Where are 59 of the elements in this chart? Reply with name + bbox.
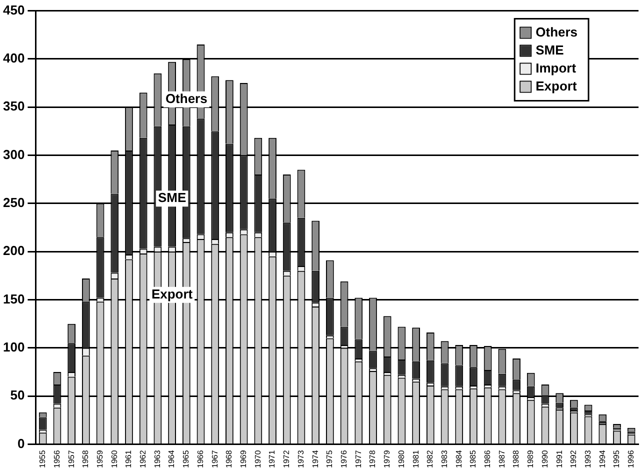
y-tick-label: 250 [2, 195, 25, 210]
y-tick-label: 50 [10, 388, 25, 403]
x-tick-label: 1978 [368, 450, 378, 468]
y-tick-label: 300 [2, 146, 25, 162]
x-tick-label: 1976 [339, 450, 348, 468]
x-tick-label: 1955 [38, 450, 48, 468]
y-tick-label: 200 [2, 243, 25, 258]
x-tick-label: 1988 [512, 450, 521, 468]
x-tick-label: 1971 [268, 450, 277, 468]
x-tick-label: 1961 [124, 450, 134, 468]
y-tick-label: 150 [2, 291, 25, 306]
annotation: Others [165, 90, 208, 106]
x-tick-label: 1968 [224, 450, 234, 468]
x-tick-label: 1984 [454, 450, 464, 468]
x-tick-label: 1967 [210, 450, 220, 468]
x-tick-label: 1956 [52, 450, 62, 468]
y-tick-label: 0 [17, 436, 25, 451]
x-tick-label: 1977 [354, 450, 363, 468]
x-tick-label: 1973 [296, 450, 306, 468]
x-tick-label: 1957 [66, 450, 76, 468]
legend-label: Others [536, 24, 578, 40]
x-tick-label: 1990 [540, 450, 550, 468]
x-tick-label: 1980 [396, 450, 406, 468]
x-tick-label: 1994 [598, 450, 607, 468]
x-tick-label: 1965 [182, 450, 191, 468]
x-tick-label: 1979 [382, 450, 392, 468]
x-tick-label: 1969 [239, 450, 248, 468]
x-tick-label: 1974 [310, 450, 320, 468]
legend-label: Import [536, 60, 577, 76]
x-tick-label: 1982 [426, 450, 435, 468]
x-tick-label: 1996 [626, 450, 636, 468]
x-tick-label: 1959 [95, 450, 104, 468]
x-tick-label: 1958 [81, 450, 90, 468]
y-tick-label: 450 [2, 2, 25, 18]
x-tick-label: 1964 [167, 450, 176, 468]
x-tick-label: 1991 [554, 450, 564, 468]
x-tick-label: 1972 [282, 450, 292, 468]
annotation: SME [158, 190, 186, 206]
x-tick-label: 1992 [569, 450, 578, 468]
x-tick-label: 1993 [583, 450, 592, 468]
legend-label: Export [536, 78, 578, 94]
x-tick-label: 1986 [483, 450, 492, 468]
x-tick-label: 1960 [110, 450, 119, 468]
y-tick-label: 350 [2, 98, 25, 114]
x-tick-label: 1975 [325, 450, 334, 468]
x-tick-label: 1983 [440, 450, 449, 468]
x-tick-label: 1995 [612, 450, 622, 468]
x-tick-label: 1962 [138, 450, 148, 468]
x-tick-label: 1963 [152, 450, 162, 468]
y-tick-label: 100 [2, 339, 25, 354]
x-tick-label: 1987 [497, 450, 506, 468]
x-tick-label: 1981 [411, 450, 420, 468]
y-tick-label: 400 [2, 50, 25, 66]
x-tick-label: 1966 [196, 450, 205, 468]
x-tick-label: 1989 [526, 450, 536, 468]
legend-label: SME [536, 42, 564, 58]
annotation: Export [151, 286, 194, 302]
x-tick-label: 1985 [468, 450, 478, 468]
x-tick-label: 1970 [253, 450, 262, 468]
